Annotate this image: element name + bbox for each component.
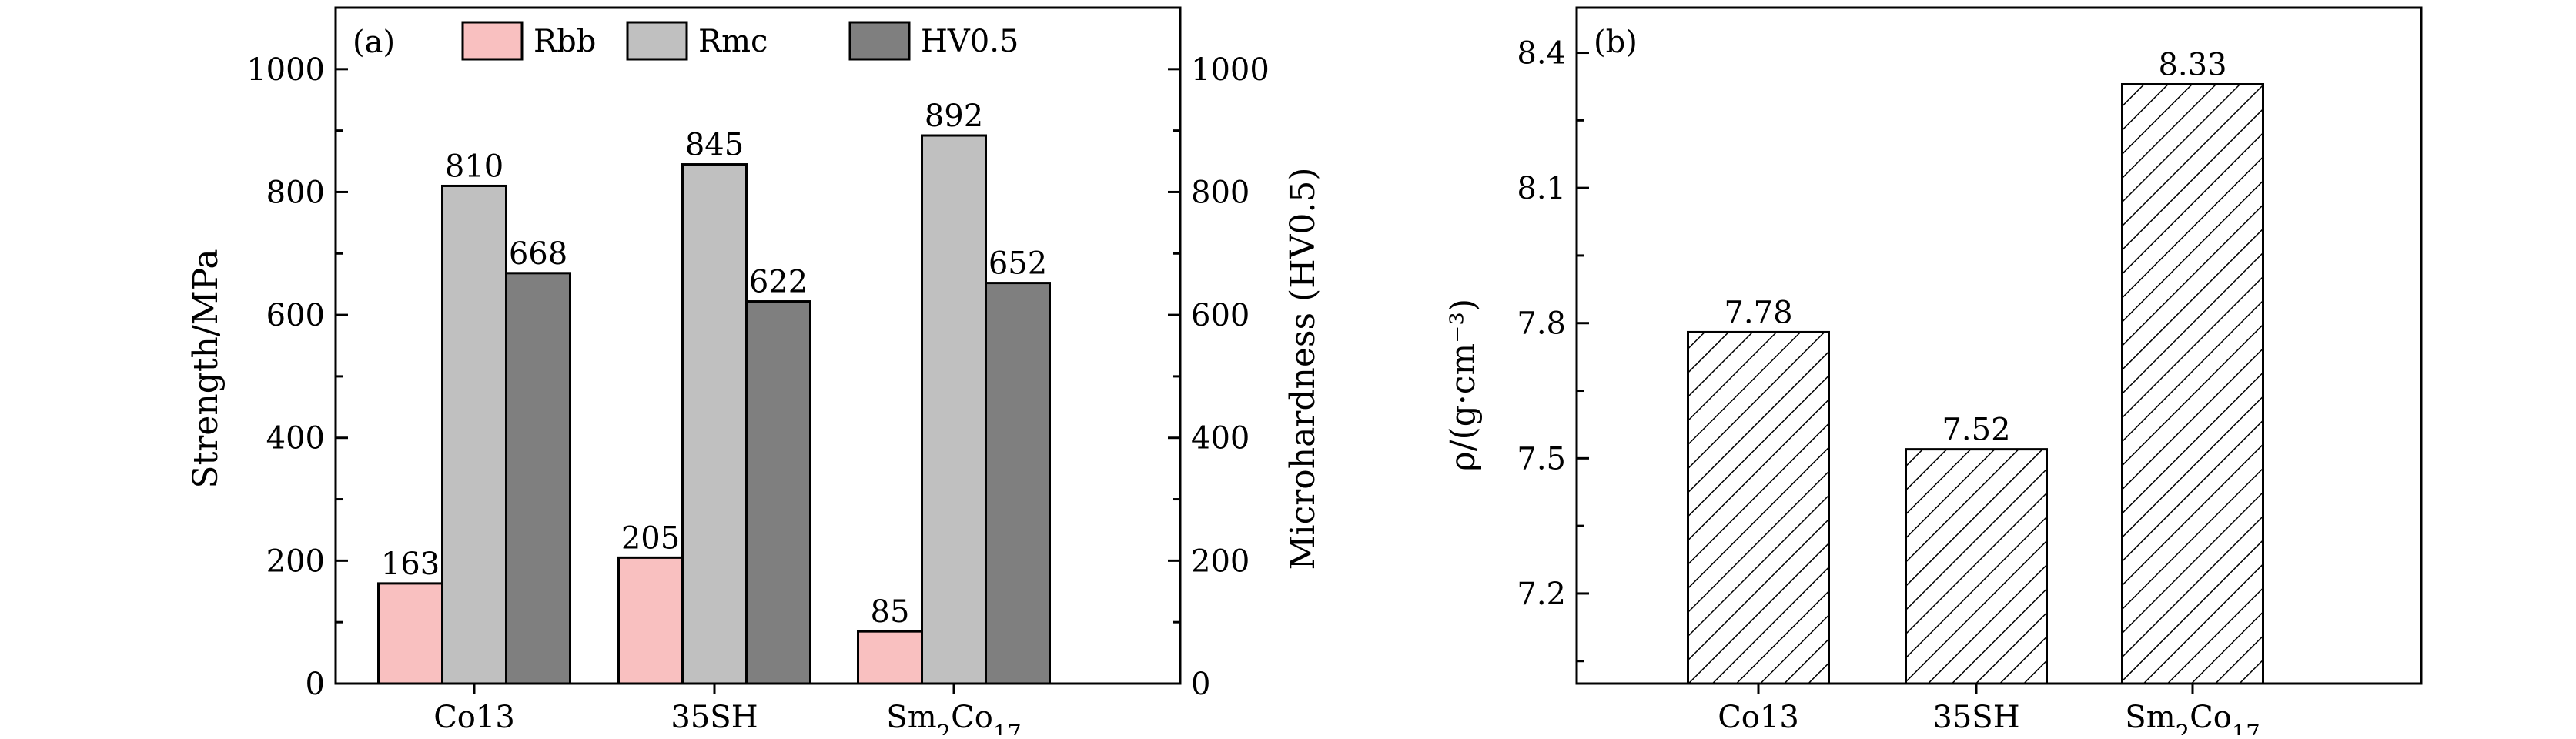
left-tick-label: 800: [266, 175, 325, 210]
bar-rmc-co13: [441, 184, 507, 685]
data-label-rbb-35sh: 205: [621, 520, 680, 556]
legend-swatch-hv0-5: [848, 21, 911, 61]
panel-b-bars: [1687, 83, 2264, 685]
x-tick-label-35sh: 35SH: [1932, 700, 2019, 735]
left-tick-label: 1000: [246, 52, 325, 88]
data-label-rmc-35sh: 845: [685, 128, 744, 163]
data-label-rmc-sm-co: 892: [925, 99, 983, 134]
data-label-hv0-5-sm-co: 652: [989, 246, 1047, 282]
right-tick-label: 200: [1191, 543, 1250, 579]
panel-b-y-axis-title: ρ/(g·cm⁻³): [1444, 299, 1483, 471]
panel-b-plot-frame: [1575, 6, 2423, 685]
panel-a-y-axis-title: Strength/MPa: [186, 249, 226, 488]
panel-a-y2-axis-title: Microhardness (HV0.5): [1283, 167, 1323, 570]
bar-density-sm-co: [2121, 83, 2264, 685]
y-tick-label: 8.1: [1517, 171, 1566, 206]
bar-density-co13: [1687, 330, 1830, 685]
data-label-rmc-co13: 810: [445, 149, 503, 184]
panel-a-left-axis-ticks: 0 200 400 600 800 1000: [246, 6, 348, 702]
bar-density-35sh: [1905, 448, 2048, 685]
panel-b-data-labels: 7.78 7.52 8.33: [1724, 48, 2226, 448]
data-label-rbb-sm-co: 85: [871, 594, 910, 630]
panel-b-label: (b): [1594, 25, 1638, 60]
bar-rbb-co13: [377, 582, 443, 685]
bar-rbb-sm-co: [857, 630, 923, 685]
data-label-density-co13: 7.78: [1724, 295, 1792, 330]
panel-a-right-axis-ticks: 0 200 400 600 800 1000: [1168, 6, 1270, 702]
panel-b-y-axis-ticks: 7.2 7.5 7.8 8.1 8.4: [1517, 36, 1589, 663]
y-tick-label: 8.4: [1517, 36, 1566, 72]
data-label-density-sm-co: 8.33: [2158, 48, 2226, 83]
panel-a-plot-frame: [334, 6, 1182, 685]
legend-label-hv0-5: HV0.5: [921, 24, 1019, 59]
panel-a-legend: Rbb Rmc HV0.5: [461, 21, 1019, 61]
y-tick-label: 7.8: [1517, 306, 1566, 342]
bar-rmc-sm-co: [921, 134, 987, 685]
right-tick-label: 600: [1191, 298, 1250, 333]
y-tick-label: 7.2: [1517, 577, 1566, 612]
legend-label-rbb: Rbb: [534, 24, 596, 59]
legend-label-rmc: Rmc: [698, 24, 768, 59]
legend-swatch-rmc: [626, 21, 688, 61]
left-tick-label: 600: [266, 298, 325, 333]
data-label-hv0-5-35sh: 622: [749, 265, 808, 300]
data-label-hv0-5-co13: 668: [509, 236, 567, 272]
bar-hv0-5-sm-co: [985, 282, 1051, 685]
panel-b-x-axis-ticks: Co13 35SH Sm2Co17: [1718, 684, 2260, 739]
left-tick-label: 200: [266, 543, 325, 579]
panel-a: 163 810 668 205 845 622 85 892 652 0 200 400 600 800…: [186, 6, 1323, 739]
right-tick-label: 400: [1191, 421, 1250, 456]
panel-a-data-labels: 163 810 668 205 845 622 85 892 652: [381, 99, 1047, 630]
bar-hv0-5-35sh: [745, 300, 811, 685]
x-tick-label-sm-co: Sm2Co17: [886, 700, 1021, 735]
y-tick-label: 7.5: [1517, 441, 1566, 477]
panel-a-label: (a): [353, 25, 395, 60]
panel-a-bars: [377, 134, 1051, 685]
x-tick-label-co13: Co13: [1718, 700, 1799, 735]
legend-swatch-rbb: [461, 21, 524, 61]
x-tick-label-co13: Co13: [433, 700, 515, 735]
bar-rbb-35sh: [617, 556, 684, 685]
right-tick-label: 800: [1191, 175, 1250, 210]
bar-hv0-5-co13: [505, 272, 571, 685]
right-tick-label: 0: [1191, 667, 1210, 702]
panel-a-x-axis-ticks: Co13 35SH Sm2Co17: [433, 684, 1022, 739]
bar-rmc-35sh: [681, 163, 748, 685]
right-tick-label: 1000: [1191, 52, 1270, 88]
left-tick-label: 0: [306, 667, 325, 702]
left-tick-label: 400: [266, 421, 325, 456]
data-label-density-35sh: 7.52: [1942, 413, 2010, 448]
data-label-rbb-co13: 163: [381, 547, 440, 582]
x-tick-label-35sh: 35SH: [671, 700, 758, 735]
panel-b: 7.78 7.52 8.33 7.2 7.5 7.8 8.1 8.4 Co13 35SH Sm2…: [1444, 6, 2423, 739]
x-tick-label-sm-co: Sm2Co17: [2125, 700, 2260, 735]
